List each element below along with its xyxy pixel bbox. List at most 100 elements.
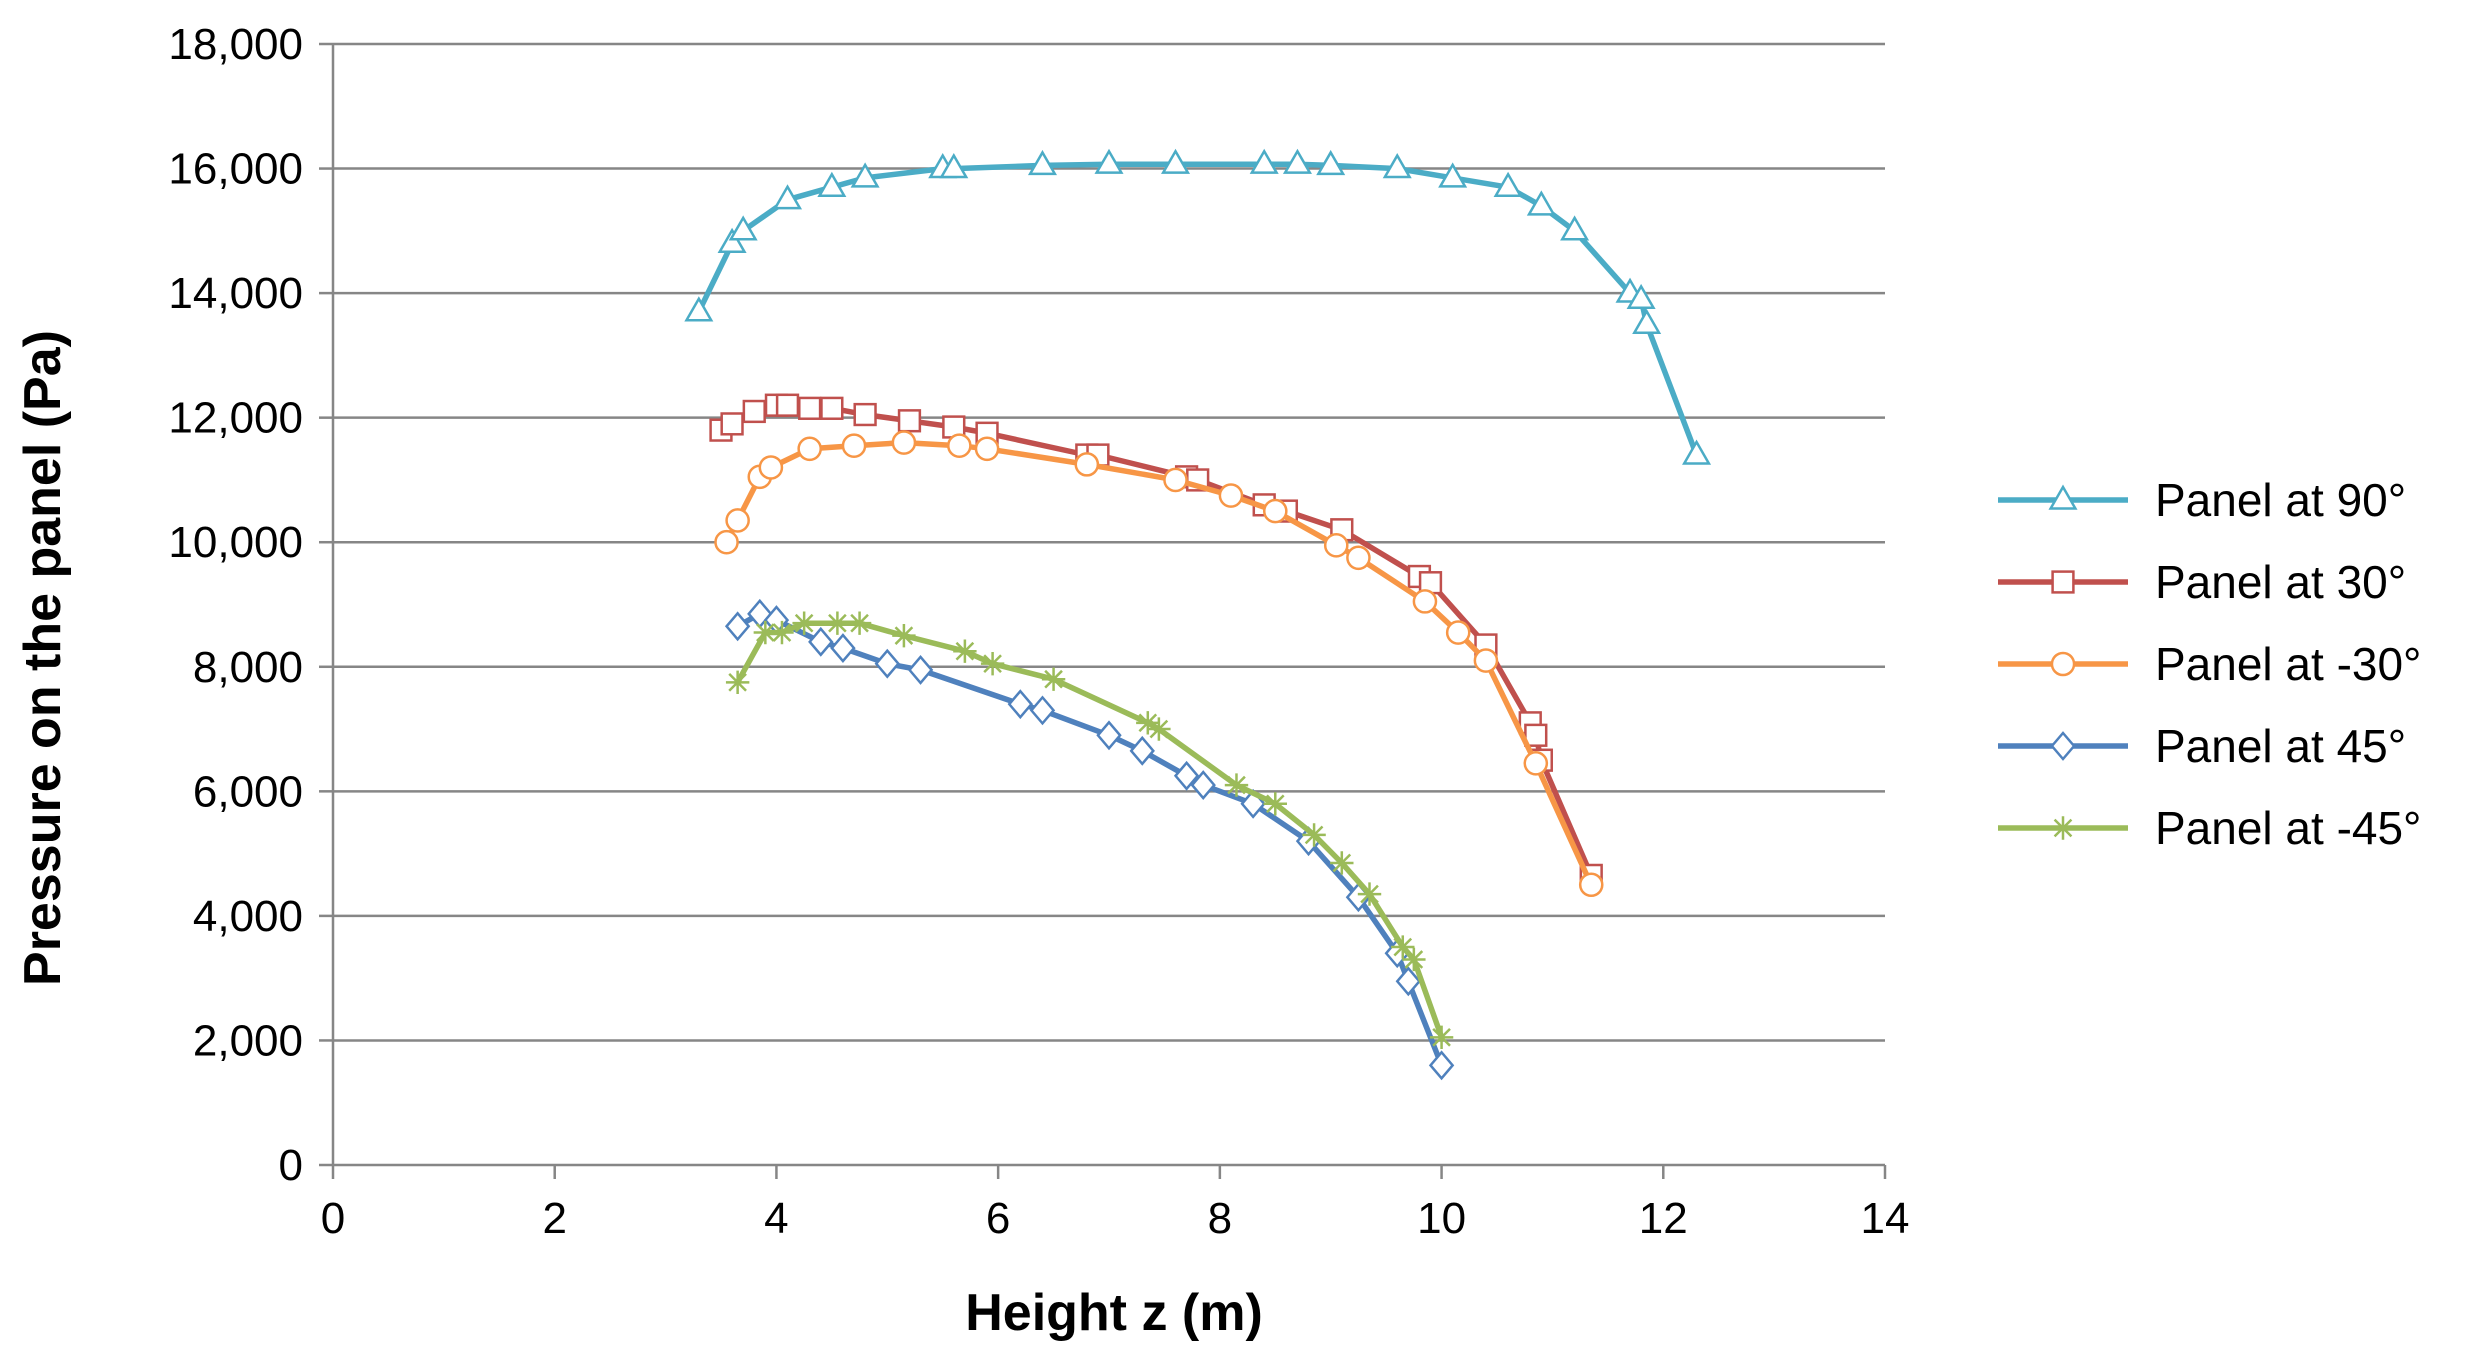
star-marker <box>825 611 850 635</box>
axes <box>319 42 1887 1179</box>
star-marker <box>1357 882 1382 906</box>
y-axis-title: Pressure on the panel (Pa) <box>14 330 72 986</box>
diamond-marker <box>1395 966 1422 997</box>
star-marker <box>980 651 1005 676</box>
circle-marker <box>1262 498 1288 524</box>
triangle-marker <box>939 153 969 179</box>
star-marker <box>1136 711 1160 735</box>
star-marker <box>1147 717 1171 741</box>
circle-marker <box>891 430 917 455</box>
legend-label: Panel at 90° <box>2155 474 2406 526</box>
y-tick-label: 12,000 <box>168 394 303 443</box>
triangle-marker <box>1682 439 1712 465</box>
circle-marker <box>974 436 1000 462</box>
diamond-marker <box>1190 770 1216 801</box>
star-marker <box>892 623 916 648</box>
series-line <box>723 439 1594 888</box>
series-diamond <box>724 598 1455 1081</box>
star-marker <box>1402 947 1426 972</box>
circle-marker <box>1218 483 1244 508</box>
y-tick-label: 4,000 <box>193 892 303 941</box>
star-marker <box>1041 667 1066 691</box>
star-marker <box>953 639 977 663</box>
star-marker <box>1330 851 1354 875</box>
diamond-marker <box>2050 731 2076 761</box>
square-marker <box>1524 723 1548 747</box>
diamond-marker <box>1428 1050 1455 1081</box>
legend-label: Panel at -45° <box>2155 802 2421 854</box>
y-tick-label: 8,000 <box>193 643 303 692</box>
star-marker <box>792 611 816 635</box>
series-square <box>709 393 1603 888</box>
x-tick-label: 6 <box>986 1194 1010 1243</box>
y-tick-label: 2,000 <box>193 1016 303 1065</box>
triangle-marker <box>1632 308 1662 334</box>
star-marker <box>1263 792 1287 816</box>
star-marker <box>1391 935 1415 959</box>
y-tick-labels: 0 2,000 4,000 6,000 8,000 10,000 12,000 14,000 1… <box>168 20 303 1190</box>
star-marker <box>770 620 794 645</box>
y-tick-label: 14,000 <box>168 269 303 318</box>
triangle-marker <box>1438 162 1468 188</box>
triangle-marker <box>1493 171 1523 197</box>
triangle-marker <box>1382 153 1412 179</box>
circle-marker <box>1346 545 1371 571</box>
square-marker <box>720 412 744 436</box>
y-tick-label: 16,000 <box>168 145 303 194</box>
circle-marker <box>758 455 784 480</box>
circle-marker <box>1074 452 1100 477</box>
triangle-marker <box>1316 149 1346 176</box>
triangle-marker <box>717 227 747 253</box>
triangle-marker <box>1249 148 1279 174</box>
diamond-marker <box>1096 720 1122 751</box>
circle-marker <box>1578 872 1604 898</box>
triangle-marker <box>1526 190 1556 216</box>
star-marker <box>753 620 778 645</box>
diamond-marker <box>830 633 856 664</box>
circle-marker <box>1473 648 1499 673</box>
diamond-marker <box>874 648 900 679</box>
legend-item: Panel at 90° <box>1998 474 2406 526</box>
series-line <box>734 620 1445 1041</box>
square-marker <box>820 396 844 420</box>
series-circle <box>714 430 1604 898</box>
star-marker <box>1224 773 1249 797</box>
star-marker <box>1302 823 1326 847</box>
square-marker <box>798 396 822 420</box>
circle-marker <box>1523 751 1549 776</box>
square-marker <box>2051 570 2075 594</box>
circle-marker <box>725 508 750 533</box>
x-tick-label: 8 <box>1208 1194 1232 1243</box>
triangle-marker <box>850 162 880 188</box>
circle-marker <box>797 436 822 462</box>
x-tick-label: 4 <box>764 1194 788 1243</box>
circle-marker <box>947 433 972 458</box>
diamond-marker <box>1129 735 1155 766</box>
triangle-marker <box>1560 215 1590 241</box>
square-marker <box>775 393 800 417</box>
x-tick-label: 10 <box>1417 1194 1466 1243</box>
y-tick-label: 6,000 <box>193 767 303 816</box>
triangle-marker <box>1282 148 1312 174</box>
x-tick-labels: 0 2 4 6 8 10 12 14 <box>321 1194 1910 1243</box>
square-marker <box>853 402 877 427</box>
circle-marker <box>1412 589 1438 614</box>
triangle-marker <box>1626 283 1656 310</box>
triangle-marker <box>1160 148 1191 174</box>
triangle-marker <box>2048 484 2078 510</box>
diamond-marker <box>907 654 934 685</box>
legend-item: Panel at -45° <box>1998 802 2421 854</box>
triangle-marker <box>817 171 847 197</box>
series-star <box>725 611 1454 1050</box>
star-marker <box>2051 816 2075 840</box>
triangle-marker <box>773 184 803 210</box>
star-marker <box>1429 1025 1454 1050</box>
series-line <box>734 611 1445 1069</box>
diamond-marker <box>1173 760 1200 791</box>
legend-label: Panel at -30° <box>2155 638 2421 690</box>
star-marker <box>725 670 750 695</box>
circle-marker <box>841 433 867 458</box>
square-marker <box>897 409 922 433</box>
legend-label: Panel at 45° <box>2155 720 2406 772</box>
